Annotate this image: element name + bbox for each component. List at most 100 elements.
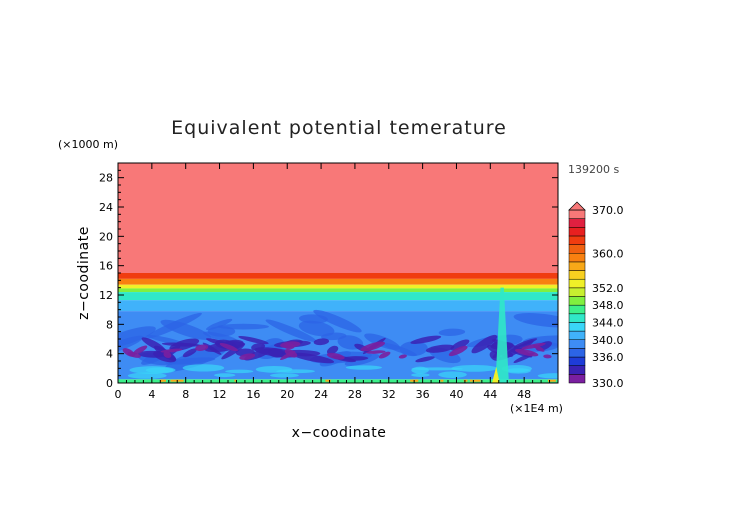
colorbar-swatch [568, 227, 586, 237]
contour-core [163, 351, 172, 359]
x-tick-label: 32 [382, 388, 396, 401]
layer-band [118, 300, 558, 312]
time-label: 139200 s [568, 163, 619, 176]
colorbar-swatch [568, 209, 586, 219]
contour-surface-patch [438, 371, 467, 378]
contour-structures [118, 287, 558, 383]
contour-streak [425, 344, 455, 353]
contour-surface-patch [182, 364, 225, 372]
contour-streak [415, 356, 435, 363]
y-tick-label: 4 [106, 348, 113, 361]
contour-patch [146, 334, 186, 346]
contour-surface-patch [537, 373, 558, 379]
layer-band [118, 163, 558, 273]
contour-patch [205, 318, 233, 331]
colorbar-swatch [568, 218, 586, 228]
contour-core [398, 354, 407, 359]
contour-streak [169, 338, 200, 351]
colorbar-label: 352.0 [592, 282, 624, 295]
contour-streak [137, 350, 166, 358]
colorbar-swatch [568, 322, 586, 332]
contour-surface-patch [501, 364, 532, 373]
contour-core [533, 345, 545, 352]
x-tick-label: 40 [449, 388, 463, 401]
contour-surface-patch [127, 372, 167, 379]
contour-core [133, 345, 148, 355]
contour-streak [341, 356, 369, 361]
colorbar-swatch [568, 287, 586, 297]
contour-core [326, 352, 345, 360]
contour-streak [450, 339, 470, 351]
contour-streak [410, 335, 442, 344]
colorbar-swatch [568, 374, 586, 384]
colorbar-label: 340.0 [592, 334, 624, 347]
y-axis-unit: (×1000 m) [58, 138, 118, 151]
surface-speckle [170, 379, 178, 382]
contour-core [283, 343, 295, 350]
y-axis-label: z−coodinate [76, 226, 92, 320]
y-tick-label: 28 [99, 172, 113, 185]
contour-surface-patch [269, 373, 299, 378]
x-tick-label: 20 [280, 388, 294, 401]
colorbar-swatch [568, 270, 586, 280]
colorbar-label: 344.0 [592, 316, 624, 329]
contour-patch [438, 328, 466, 336]
colorbar-labels: 330.0 336.0 340.0 344.0 348.0 352.0 360.0 370.0 [592, 204, 624, 390]
surface-speckle [440, 379, 444, 382]
contour-patch [165, 357, 216, 365]
colorbar-swatch [568, 304, 586, 315]
layer-band [118, 284, 558, 289]
x-axis-unit: (×1E4 m) [510, 402, 563, 415]
x-tick-label: 36 [416, 388, 430, 401]
surface-speckle [176, 379, 184, 382]
y-tick-label: 8 [106, 318, 113, 331]
surface-speckle [547, 379, 556, 382]
contour-core [448, 345, 468, 357]
contour-core [195, 344, 209, 351]
colorbar-swatch [568, 313, 586, 323]
colorbar-swatch [568, 296, 586, 306]
contour-core [360, 341, 386, 352]
colorbar [568, 201, 586, 384]
contour-core [160, 348, 183, 353]
colorbar-swatch [568, 235, 586, 245]
colorbar-swatch [568, 278, 586, 289]
contour-surface-patch [451, 364, 498, 372]
surface-speckle [325, 379, 331, 382]
colorbar-swatch [568, 339, 586, 349]
contour-core [239, 353, 256, 360]
contour-streak [182, 348, 197, 358]
contour-surface-patch [255, 366, 293, 373]
surface-speckle [473, 379, 481, 382]
contour-streak [326, 345, 339, 355]
contour-core [543, 354, 552, 359]
colorbar-label: 330.0 [592, 377, 624, 390]
contour-streak [313, 338, 330, 346]
x-tick-label: 28 [348, 388, 362, 401]
contour-surface-patch [345, 365, 382, 370]
colorbar-label: 370.0 [592, 204, 624, 217]
chart-title: Equivalent potential temerature [171, 117, 507, 139]
colorbar-label: 360.0 [592, 247, 624, 260]
surface-speckle [415, 379, 419, 382]
contour-core [219, 343, 238, 352]
contour-streak [251, 343, 266, 351]
contour-patch [202, 331, 238, 343]
layer-band [118, 288, 558, 293]
contour-streak [238, 335, 269, 345]
x-tick-label: 8 [182, 388, 189, 401]
contour-surface-patch [214, 373, 236, 378]
colorbar-swatch [568, 330, 586, 341]
x-tick-label: 0 [115, 388, 122, 401]
contour-surface-patch [225, 369, 254, 374]
x-tick-label: 48 [517, 388, 531, 401]
colorbar-swatch [568, 348, 586, 358]
colorbar-swatch [568, 261, 586, 271]
contour-core [366, 350, 386, 354]
colorbar-label: 336.0 [592, 351, 624, 364]
x-tick-label: 12 [213, 388, 227, 401]
contour-core [284, 349, 298, 358]
y-tick-label: 0 [106, 377, 113, 390]
colorbar-label: 348.0 [592, 299, 624, 312]
contour-patch [118, 326, 156, 349]
